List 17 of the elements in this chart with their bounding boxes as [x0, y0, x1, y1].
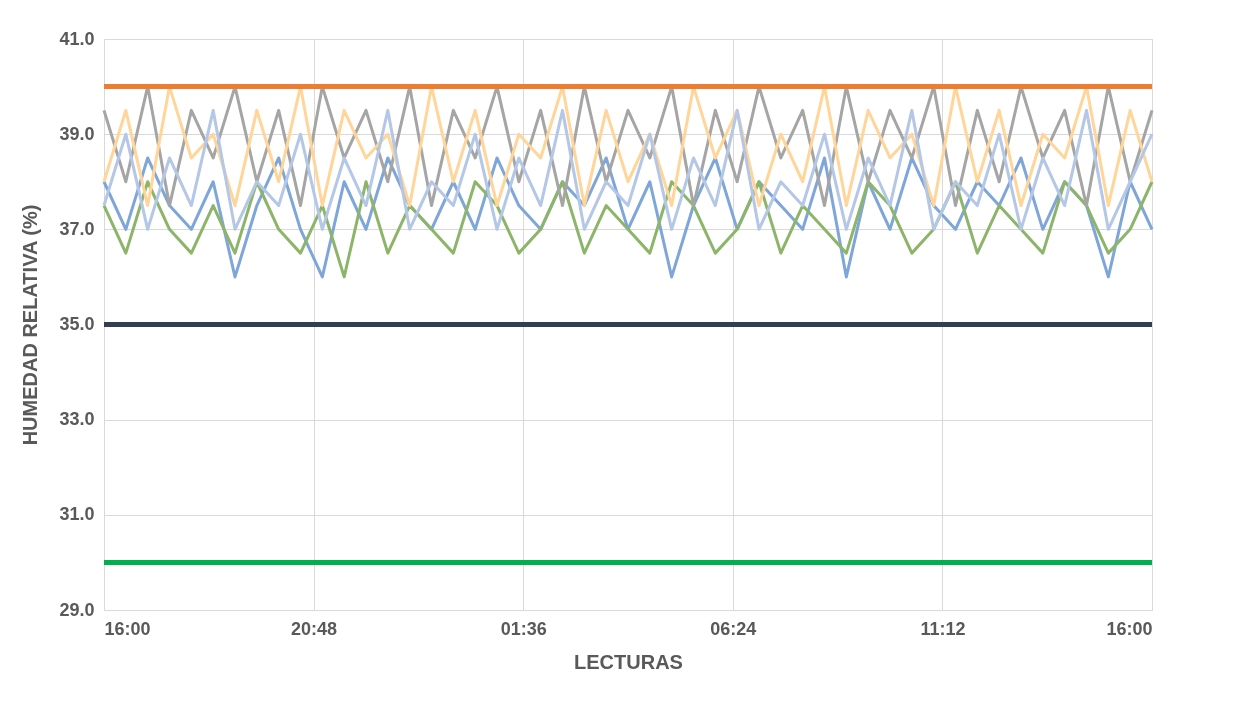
x-axis-title: LECTURAS [574, 650, 683, 673]
line-series [102, 180, 1154, 279]
y-tick-label: 31.0 [59, 504, 95, 525]
x-tick-label: 06:24 [710, 618, 757, 639]
y-tick-label: 29.0 [59, 599, 95, 620]
y-tick-label: 39.0 [59, 123, 95, 144]
x-tick-label: 01:36 [500, 618, 547, 639]
y-tick-label: 35.0 [59, 314, 95, 334]
x-tick-label: 11:12 [920, 618, 966, 639]
x-tick-label: 20:48 [291, 618, 338, 639]
x-tick-label: 16:00 [104, 618, 151, 639]
line-series [102, 108, 1154, 231]
y-axis-title: HUMEDAD RELATIVA (%) [19, 204, 42, 446]
y-tick-label: 37.0 [59, 218, 95, 239]
x-tick-label: 16:00 [1106, 618, 1153, 639]
y-tick-label: 33.0 [59, 409, 95, 430]
y-tick-label: 41.0 [59, 28, 95, 49]
